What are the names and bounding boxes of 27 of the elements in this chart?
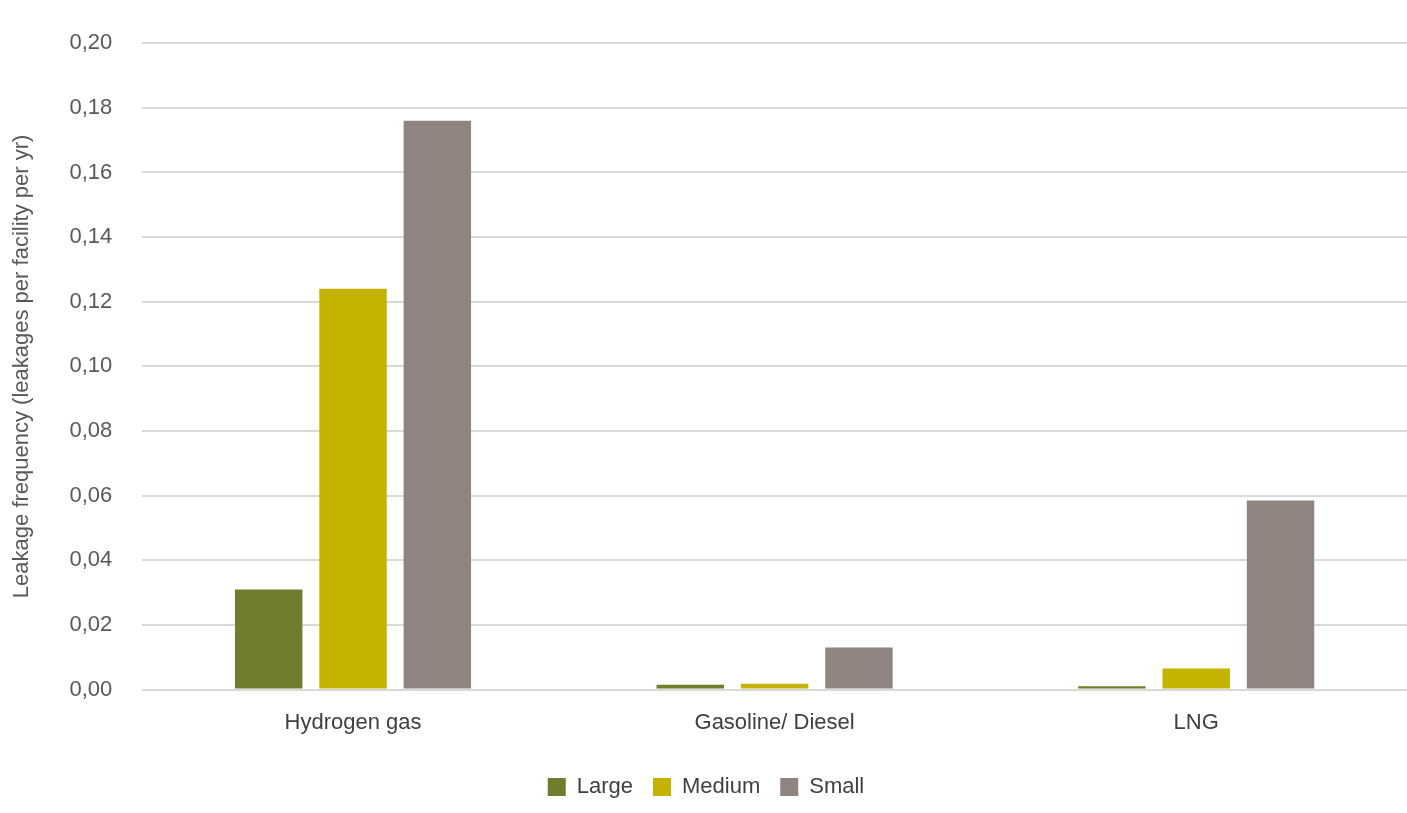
y-tick-label: 0,06 [69, 481, 113, 507]
y-tick-label: 0,16 [69, 158, 113, 184]
y-axis-title: Leakage frequency (leakages per facility per yr) [8, 134, 34, 599]
x-tick-label: LNG [1173, 708, 1219, 734]
y-tick-label: 0,08 [69, 417, 113, 443]
x-tick-label: Hydrogen gas [284, 708, 422, 734]
legend-label: Small [809, 773, 865, 799]
legend-label: Medium [682, 773, 761, 799]
bar [403, 120, 472, 689]
bar [1078, 686, 1146, 689]
y-tick-label: 0,12 [69, 287, 113, 313]
bar [319, 288, 387, 689]
bar [656, 684, 725, 689]
legend-label: Large [576, 773, 634, 799]
bar [825, 647, 893, 689]
y-tick-label: 0,00 [69, 675, 113, 701]
bar [740, 683, 809, 689]
y-tick-label: 0,20 [69, 29, 113, 55]
x-tick-label: Gasoline/ Diesel [694, 708, 855, 734]
y-tick-label: 0,04 [69, 546, 113, 572]
y-tick-label: 0,02 [69, 611, 113, 637]
bar [234, 589, 303, 689]
bar [1162, 668, 1230, 689]
y-tick-label: 0,14 [69, 223, 113, 249]
y-tick-label: 0,18 [69, 93, 113, 119]
bar [1246, 500, 1315, 689]
y-tick-label: 0,10 [69, 352, 113, 378]
